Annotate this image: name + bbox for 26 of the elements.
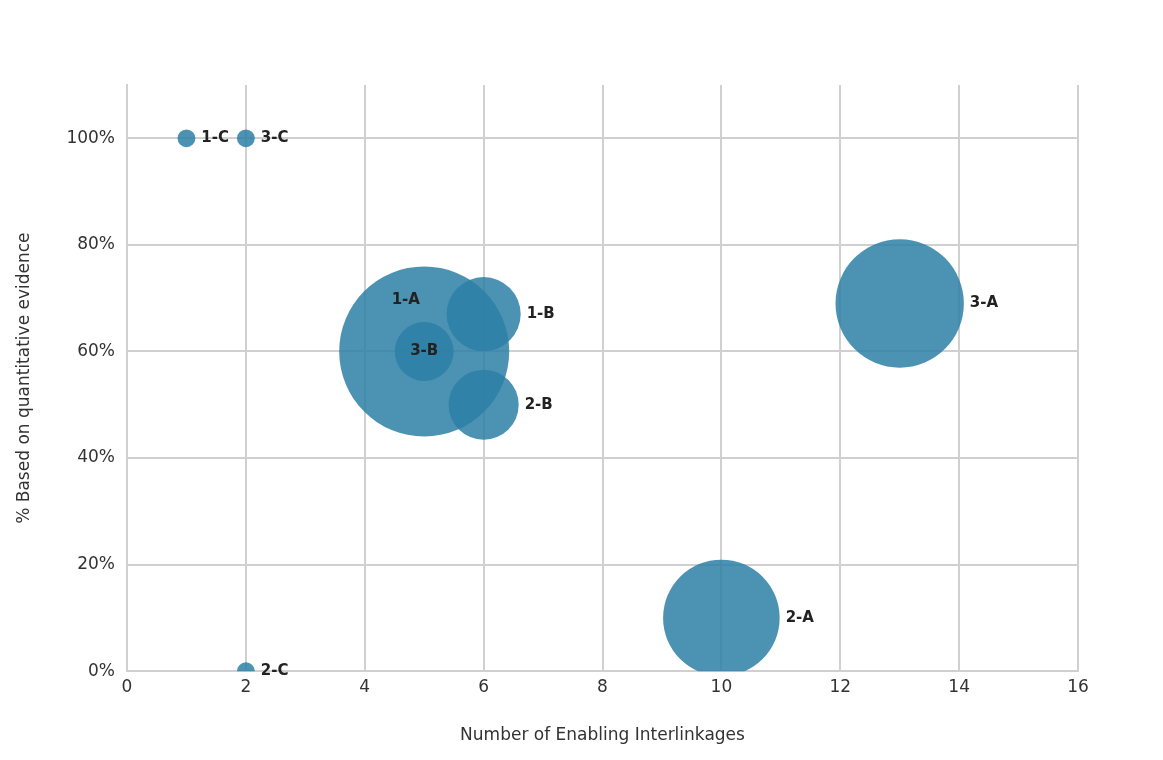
x-tick-label: 2 (240, 675, 252, 696)
x-tick-label: 4 (359, 675, 371, 696)
y-tick-label: 40% (77, 446, 115, 467)
y-tick-label: 80% (77, 233, 115, 254)
series-label: 1-C (201, 128, 230, 147)
y-axis-title: % Based on quantitative evidence (12, 232, 33, 524)
x-tick-label: 8 (597, 675, 608, 696)
y-tick-label: 20% (77, 553, 115, 574)
x-tick-label: 10 (710, 675, 733, 696)
series-label: 2-C (260, 661, 289, 680)
y-tick-label: 100% (66, 126, 115, 147)
x-tick-label: 12 (829, 675, 852, 696)
y-tick-label: 60% (77, 339, 115, 360)
series-label: 1-A (391, 290, 421, 309)
x-tick-label: 6 (478, 675, 490, 696)
series-label: 3-A (969, 293, 999, 312)
series-label: 1-B (526, 304, 555, 323)
x-axis-title: Number of Enabling Interlinkages (460, 724, 746, 745)
x-tick-label: 16 (1067, 675, 1089, 696)
series-label: 3-C (260, 128, 289, 147)
x-tick-label: 0 (121, 675, 133, 696)
series-label: 2-B (524, 394, 553, 413)
series-label: 3-B (410, 341, 439, 360)
series-label: 2-A (785, 607, 815, 626)
x-tick-label: 14 (948, 675, 970, 696)
y-tick-label: 0% (88, 659, 115, 680)
